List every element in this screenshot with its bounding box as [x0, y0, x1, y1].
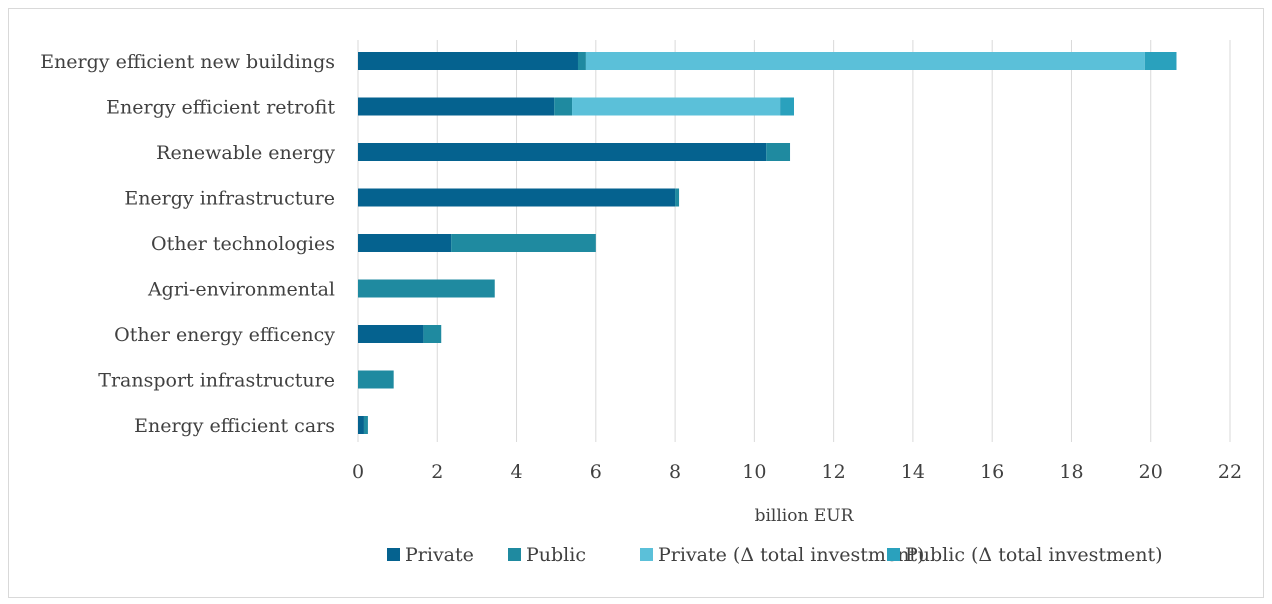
x-tick-label-6: 6 — [590, 461, 602, 483]
bar-2-1 — [577, 52, 586, 70]
bar-2-8 — [358, 370, 394, 389]
bar-4-1 — [1144, 52, 1177, 70]
bar-2-2 — [554, 97, 573, 116]
bar-1-1 — [358, 52, 578, 70]
bar-2-7 — [423, 325, 442, 343]
x-tick-label-8: 8 — [669, 461, 681, 483]
x-tick-label-14: 14 — [901, 461, 925, 483]
bar-2-5 — [451, 234, 596, 252]
bar-2-9 — [363, 416, 368, 434]
category-label: Renewable energy — [156, 142, 335, 164]
legend-swatch-3 — [640, 548, 653, 561]
legend-label-3: Private (Δ total investment) — [658, 544, 924, 566]
x-axis-title: billion EUR — [755, 506, 855, 526]
category-label: Other energy efficency — [114, 324, 335, 346]
bar-1-2 — [358, 97, 555, 116]
bars — [358, 52, 1177, 434]
x-tick-label-2: 2 — [431, 461, 443, 483]
legend-swatch-4 — [887, 548, 900, 561]
x-tick-label-16: 16 — [980, 461, 1004, 483]
bar-2-4 — [675, 188, 680, 207]
x-tick-label-18: 18 — [1059, 461, 1083, 483]
x-tick-label-22: 22 — [1218, 461, 1242, 483]
x-tick-labels: 0 2 4 6 8 10 12 14 16 18 20 22 — [352, 461, 1242, 483]
x-tick-label-20: 20 — [1139, 461, 1163, 483]
category-label: Agri-environmental — [147, 279, 335, 301]
bar-3-2 — [572, 97, 781, 116]
x-tick-label-0: 0 — [352, 461, 364, 483]
x-tick-label-10: 10 — [742, 461, 766, 483]
bar-2-3 — [766, 143, 791, 161]
category-label: Other technologies — [151, 233, 335, 255]
bar-2-6 — [358, 279, 495, 298]
legend-swatch-1 — [387, 548, 400, 561]
x-tick-label-4: 4 — [510, 461, 522, 483]
category-labels: Energy efficient new buildings Energy eff… — [40, 51, 335, 437]
category-label: Energy efficient new buildings — [40, 51, 335, 73]
bar-1-5 — [358, 234, 452, 252]
legend-label-1: Private — [405, 544, 474, 566]
category-label: Energy infrastructure — [124, 188, 335, 210]
legend-label-2: Public — [526, 544, 586, 566]
category-label: Energy efficient retrofit — [106, 97, 335, 119]
legend: Private Public Private (Δ total investment… — [387, 544, 1163, 566]
bar-3-1 — [585, 52, 1145, 70]
legend-label-4: Public (Δ total investment) — [905, 544, 1163, 566]
bar-1-9 — [358, 416, 364, 434]
category-label: Energy efficient cars — [134, 415, 335, 437]
legend-swatch-2 — [508, 548, 521, 561]
category-label: Transport infrastructure — [98, 370, 335, 392]
bar-1-4 — [358, 188, 676, 207]
bar-1-3 — [358, 143, 767, 161]
bar-4-2 — [780, 97, 794, 116]
bar-1-7 — [358, 325, 424, 343]
x-tick-label-12: 12 — [822, 461, 846, 483]
chart-frame — [8, 8, 1264, 598]
